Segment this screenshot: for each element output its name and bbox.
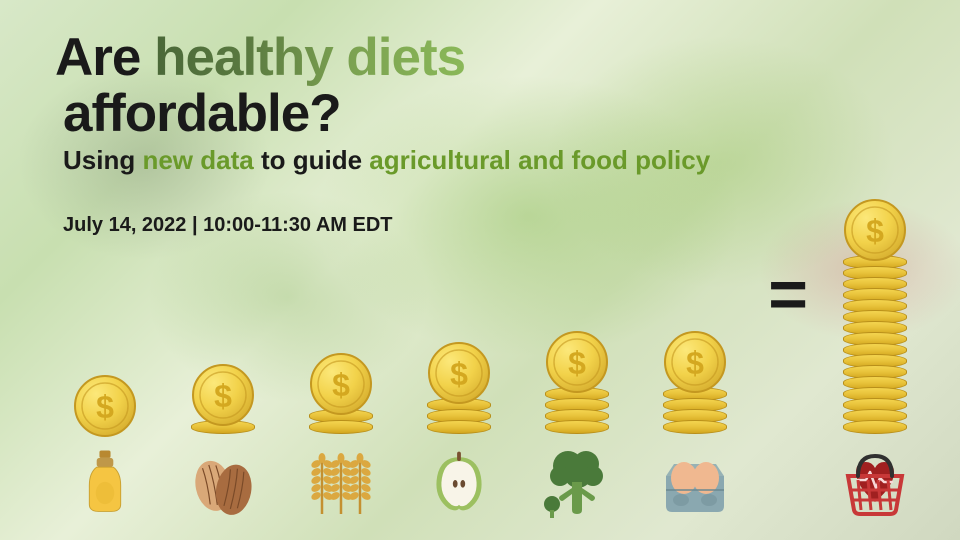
almonds-icon	[185, 443, 261, 519]
cost-column-nuts: $	[178, 363, 268, 520]
cost-column-veg: $	[532, 330, 622, 520]
cost-infographic: $ $ $	[0, 198, 960, 520]
svg-text:$: $	[686, 345, 704, 381]
food-icon-box	[420, 442, 498, 520]
food-icon-box	[184, 442, 262, 520]
wheat-icon	[302, 442, 380, 520]
cost-column-fruit: $	[414, 341, 504, 520]
coin-stack: $	[73, 374, 137, 434]
subtitle-part3: to guide	[261, 145, 362, 175]
egg-carton-icon	[656, 442, 734, 520]
subtitle: Using new data to guide agricultural and…	[63, 145, 960, 176]
svg-text:$: $	[214, 378, 232, 414]
svg-text:$: $	[568, 345, 586, 381]
title-words-healthy-diets: healthy diets	[154, 28, 465, 87]
coin-edge-icon	[545, 420, 609, 434]
dollar-coin-icon: $	[843, 198, 907, 262]
coin-stack: $	[427, 341, 491, 434]
apple-icon	[422, 444, 496, 518]
coin-stack: $	[843, 198, 907, 434]
equals-sign: =	[768, 255, 802, 333]
food-icon-box	[66, 442, 144, 520]
dollar-coin-icon: $	[73, 374, 137, 438]
subtitle-part2: new data	[142, 145, 253, 175]
oil-bottle-icon	[69, 445, 141, 517]
cost-column-oil: $	[60, 374, 150, 520]
dollar-coin-icon: $	[191, 363, 255, 427]
svg-text:$: $	[332, 367, 350, 403]
food-icon-box	[836, 442, 914, 520]
food-icon-box	[538, 442, 616, 520]
svg-text:$: $	[866, 213, 884, 249]
coin-edge-icon	[427, 420, 491, 434]
coin-stack: $	[663, 330, 727, 434]
dollar-coin-icon: $	[427, 341, 491, 405]
coin-stack: $	[309, 352, 373, 434]
food-icon-box	[302, 442, 380, 520]
coin-edge-icon	[309, 420, 373, 434]
svg-text:$: $	[96, 389, 114, 425]
broccoli-icon	[538, 442, 616, 520]
svg-text:$: $	[450, 356, 468, 392]
content-area: Are healthy diets affordable? Using new …	[0, 0, 960, 237]
event-datetime: July 14, 2022 | 10:00-11:30 AM EDT	[63, 214, 960, 237]
shopping-basket-icon	[836, 441, 914, 521]
cost-column-protein: $	[650, 330, 740, 520]
subtitle-part1: Using	[63, 145, 135, 175]
dollar-coin-icon: $	[545, 330, 609, 394]
title-word-are: Are	[55, 28, 140, 87]
dollar-coin-icon: $	[663, 330, 727, 394]
subtitle-part4: agricultural and food policy	[369, 145, 710, 175]
coin-stack: $	[545, 330, 609, 434]
coin-edge-icon	[663, 420, 727, 434]
cost-column-grains: $	[296, 352, 386, 520]
coin-edge-icon	[843, 420, 907, 434]
dollar-coin-icon: $	[309, 352, 373, 416]
title-line-2: affordable?	[63, 86, 960, 142]
cost-column-basket: $	[830, 198, 920, 520]
title-line-1: Are healthy diets	[55, 30, 960, 86]
coin-stack: $	[191, 363, 255, 434]
food-icon-box	[656, 442, 734, 520]
